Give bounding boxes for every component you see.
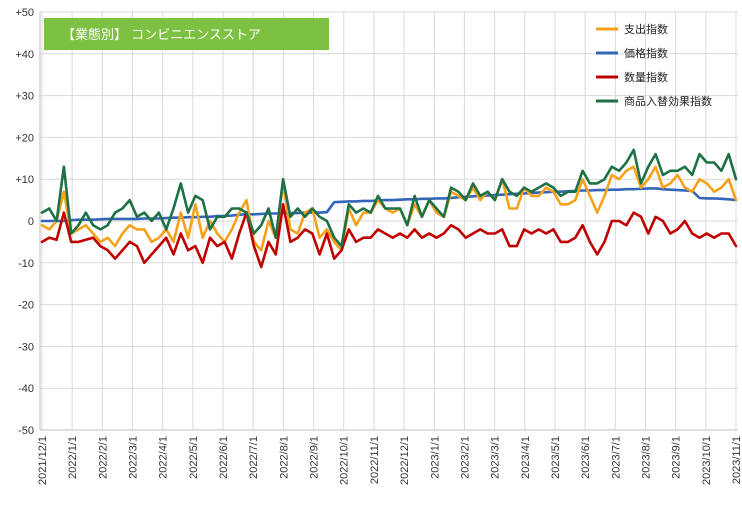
- x-tick-label: 2023/4/1: [520, 436, 532, 479]
- x-tick-label: 2023/11/1: [731, 436, 742, 484]
- x-tick-label: 2022/3/1: [128, 436, 140, 479]
- legend-label: 商品入替効果指数: [624, 94, 712, 108]
- y-tick-label: -20: [18, 300, 34, 312]
- title-background: [44, 18, 329, 50]
- legend-label: 数量指数: [624, 70, 668, 84]
- y-tick-label: -40: [18, 383, 34, 395]
- chart-title-box: 【業態別】 コンビニエンスストア: [44, 18, 329, 50]
- chart-x-grid: [41, 12, 737, 430]
- x-tick-label: 2022/9/1: [309, 436, 321, 479]
- x-tick-label: 2023/1/1: [429, 436, 441, 479]
- x-tick-label: 2022/11/1: [369, 436, 381, 484]
- x-tick-label: 2021/12/1: [37, 436, 49, 485]
- legend-label: 価格指数: [624, 46, 668, 60]
- y-axis-ticks: +50 +40 +30 +20 +10 0 -10 -20 -30 -40 -50: [15, 7, 34, 437]
- y-tick-label: -30: [18, 341, 34, 353]
- x-tick-label: 2023/2/1: [459, 436, 471, 479]
- x-tick-label: 2022/7/1: [248, 436, 260, 479]
- y-tick-label: +40: [15, 49, 34, 61]
- x-tick-label: 2023/6/1: [580, 436, 592, 479]
- y-tick-label: -50: [18, 425, 34, 437]
- x-axis-ticks: 2021/12/1 2022/1/1 2022/2/1 2022/3/1 2022/4/…: [37, 436, 742, 485]
- x-tick-label: 2023/7/1: [610, 436, 622, 479]
- x-tick-label: 2023/5/1: [550, 436, 562, 479]
- series-line-4: [40, 148, 738, 248]
- x-tick-label: 2023/3/1: [490, 436, 502, 479]
- x-tick-label: 2023/8/1: [640, 436, 652, 479]
- x-tick-label: 2022/5/1: [188, 436, 200, 479]
- x-tick-label: 2022/8/1: [278, 436, 290, 479]
- y-tick-label: +50: [15, 7, 34, 19]
- x-tick-label: 2022/10/1: [339, 436, 351, 485]
- y-tick-label: 0: [28, 216, 34, 228]
- chart-title: 【業態別】 コンビニエンスストア: [62, 27, 261, 43]
- series-line-3: [40, 203, 738, 269]
- x-tick-label: 2022/4/1: [158, 436, 170, 479]
- y-tick-label: +20: [15, 132, 34, 144]
- x-tick-label: 2022/1/1: [67, 436, 79, 479]
- series-line-1: [40, 165, 738, 252]
- x-tick-label: 2023/10/1: [701, 436, 713, 485]
- y-tick-label: +10: [15, 174, 34, 186]
- x-tick-label: 2023/9/1: [671, 436, 683, 479]
- x-tick-label: 2022/12/1: [399, 436, 411, 485]
- x-tick-label: 2022/6/1: [218, 436, 230, 479]
- x-tick-label: 2022/2/1: [97, 436, 109, 479]
- legend-label: 支出指数: [624, 22, 668, 36]
- series-line-2: [40, 187, 738, 223]
- chart-axes: [39, 12, 738, 431]
- y-tick-label: +30: [15, 91, 34, 103]
- chart-series: [40, 148, 738, 269]
- y-tick-label: -10: [18, 258, 34, 270]
